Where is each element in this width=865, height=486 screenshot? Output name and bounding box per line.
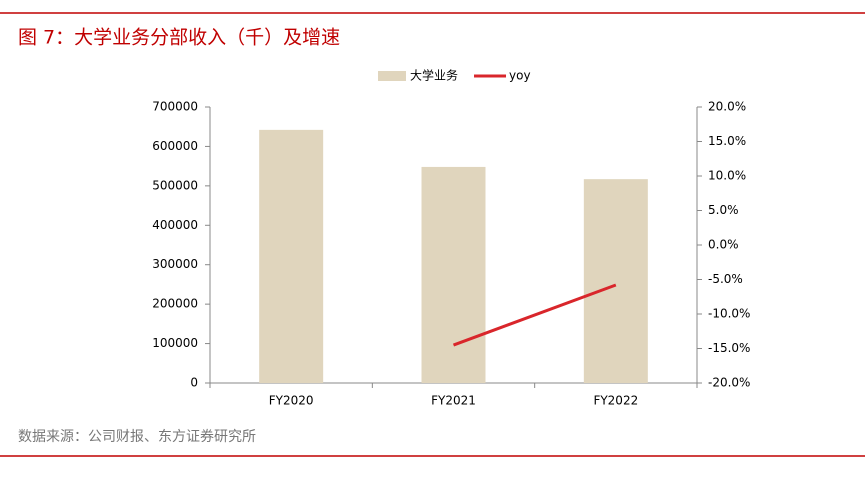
y-tick-label: 700000 bbox=[152, 100, 198, 114]
bar bbox=[583, 179, 648, 383]
y2-tick-label: -20.0% bbox=[708, 376, 750, 390]
y-tick-label: 600000 bbox=[152, 139, 198, 153]
y-tick-label: 100000 bbox=[152, 336, 198, 350]
source-note: 数据来源：公司财报、东方证券研究所 bbox=[18, 429, 256, 445]
y-tick-label: 400000 bbox=[152, 218, 198, 232]
y2-tick-label: 20.0% bbox=[708, 100, 746, 114]
x-tick-label: FY2021 bbox=[431, 394, 476, 408]
y2-tick-label: -15.0% bbox=[708, 341, 750, 355]
y-tick-label: 0 bbox=[190, 376, 198, 390]
y2-tick-label: 10.0% bbox=[708, 169, 746, 183]
legend-swatch bbox=[378, 71, 406, 81]
line bbox=[452, 283, 617, 347]
y2-tick-label: 15.0% bbox=[708, 134, 746, 148]
y-tick-label: 500000 bbox=[152, 178, 198, 192]
y-tick-label: 200000 bbox=[152, 297, 198, 311]
x-tick-label: FY2020 bbox=[269, 394, 314, 408]
legend-label: 大学业务 bbox=[410, 68, 458, 83]
legend-label: yoy bbox=[509, 69, 531, 83]
chart-title: 图 7：大学业务分部收入（千）及增速 bbox=[18, 27, 340, 49]
y2-tick-label: 5.0% bbox=[708, 203, 739, 217]
bar bbox=[421, 166, 486, 383]
y2-tick-label: 0.0% bbox=[708, 238, 739, 252]
bar bbox=[259, 129, 324, 383]
x-tick-label: FY2022 bbox=[593, 394, 638, 408]
y-tick-label: 300000 bbox=[152, 257, 198, 271]
y2-tick-label: -5.0% bbox=[708, 272, 743, 286]
y2-tick-label: -10.0% bbox=[708, 307, 750, 321]
